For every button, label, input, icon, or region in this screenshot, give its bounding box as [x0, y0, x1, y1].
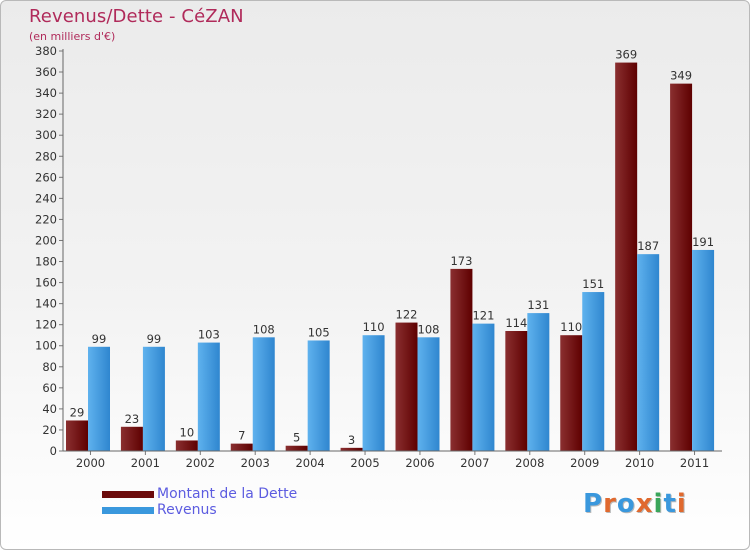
bar-dette [505, 331, 528, 451]
legend-swatch-dette [102, 491, 154, 498]
y-tick-label: 120 [35, 318, 57, 332]
bar-dette [175, 440, 198, 451]
x-tick-label: 2010 [625, 456, 654, 470]
y-tick-label: 160 [35, 276, 57, 290]
logo-letter: o [616, 489, 636, 519]
legend-swatch-revenus [102, 507, 154, 514]
x-tick-label: 2000 [76, 456, 105, 470]
bar-dette [450, 268, 473, 451]
y-tick-label: 140 [35, 297, 57, 311]
data-label-revenus: 99 [92, 332, 107, 346]
x-tick-label: 2011 [680, 456, 709, 470]
bar-dette [560, 335, 583, 451]
proxiti-logo: Proxiti [583, 489, 687, 519]
legend-label-revenus: Revenus [157, 502, 217, 518]
x-tick-label: 2002 [186, 456, 215, 470]
bar-dette [285, 445, 308, 451]
bar-revenus [582, 292, 605, 451]
x-tick-label: 2005 [350, 456, 379, 470]
bar-dette [340, 447, 363, 451]
y-tick-label: 80 [42, 360, 57, 374]
data-label-dette: 3 [348, 433, 355, 447]
x-tick-label: 2001 [131, 456, 160, 470]
data-label-revenus: 108 [418, 322, 440, 336]
bar-dette [230, 443, 253, 451]
x-tick-label: 2008 [515, 456, 544, 470]
y-tick-label: 360 [35, 65, 57, 79]
chart-title: Revenus/Dette - CéZAN [29, 6, 244, 27]
y-tick-label: 380 [35, 44, 57, 58]
y-tick-label: 40 [42, 402, 57, 416]
data-label-revenus: 131 [527, 298, 549, 312]
x-tick-label: 2003 [241, 456, 270, 470]
data-label-dette: 110 [560, 320, 582, 334]
y-tick-label: 60 [42, 381, 57, 395]
data-label-dette: 10 [180, 425, 195, 439]
logo-letter: x [635, 489, 654, 519]
bar-revenus [142, 346, 165, 451]
bar-revenus [527, 313, 550, 451]
y-tick-label: 300 [35, 128, 57, 142]
logo-letter: t [663, 489, 677, 519]
x-tick-label: 2007 [460, 456, 489, 470]
bar-dette [120, 426, 143, 451]
y-tick-label: 200 [35, 233, 57, 247]
bar-revenus [417, 337, 440, 451]
bar-revenus [88, 346, 110, 451]
data-label-revenus: 105 [308, 325, 330, 339]
logo-letter: i [676, 489, 687, 519]
data-label-revenus: 121 [472, 309, 494, 323]
data-label-revenus: 191 [692, 235, 714, 249]
data-label-dette: 173 [450, 254, 472, 268]
data-label-revenus: 151 [582, 277, 604, 291]
y-tick-label: 320 [35, 107, 57, 121]
bar-dette [66, 420, 88, 451]
data-label-dette: 114 [505, 316, 527, 330]
bar-dette [395, 322, 418, 451]
legend-label-dette: Montant de la Dette [157, 486, 298, 502]
y-tick-label: 260 [35, 170, 57, 184]
logo-letter: P [583, 489, 604, 519]
bar-revenus [362, 335, 385, 451]
logo-letter: r [603, 489, 617, 519]
data-label-dette: 7 [238, 429, 245, 443]
data-label-revenus: 103 [198, 328, 220, 342]
data-label-dette: 5 [293, 431, 300, 445]
bar-revenus [692, 249, 715, 451]
y-tick-label: 220 [35, 212, 57, 226]
bar-revenus [197, 342, 220, 451]
data-label-dette: 369 [615, 48, 637, 62]
bar-revenus [252, 337, 275, 451]
y-tick-label: 240 [35, 191, 57, 205]
y-tick-label: 340 [35, 86, 57, 100]
y-tick-label: 100 [35, 339, 57, 353]
x-tick-label: 2009 [570, 456, 599, 470]
data-label-revenus: 187 [637, 239, 659, 253]
x-tick-label: 2006 [405, 456, 434, 470]
logo-letter: i [653, 489, 664, 519]
data-label-dette: 122 [396, 308, 418, 322]
y-tick-label: 280 [35, 149, 57, 163]
data-label-revenus: 99 [147, 332, 162, 346]
bar-dette [670, 83, 693, 451]
data-label-dette: 23 [125, 412, 140, 426]
bar-revenus [472, 323, 495, 451]
bar-dette [615, 62, 638, 451]
data-label-dette: 349 [670, 69, 692, 83]
data-label-dette: 29 [70, 405, 85, 419]
y-tick-label: 0 [50, 444, 57, 458]
chart-subtitle: (en milliers d'€) [29, 30, 116, 43]
data-label-revenus: 110 [363, 320, 385, 334]
data-label-revenus: 108 [253, 322, 275, 336]
bar-revenus [307, 340, 330, 451]
y-tick-label: 20 [42, 423, 57, 437]
x-tick-label: 2004 [295, 456, 324, 470]
bar-revenus [637, 254, 660, 451]
y-tick-label: 180 [35, 255, 57, 269]
